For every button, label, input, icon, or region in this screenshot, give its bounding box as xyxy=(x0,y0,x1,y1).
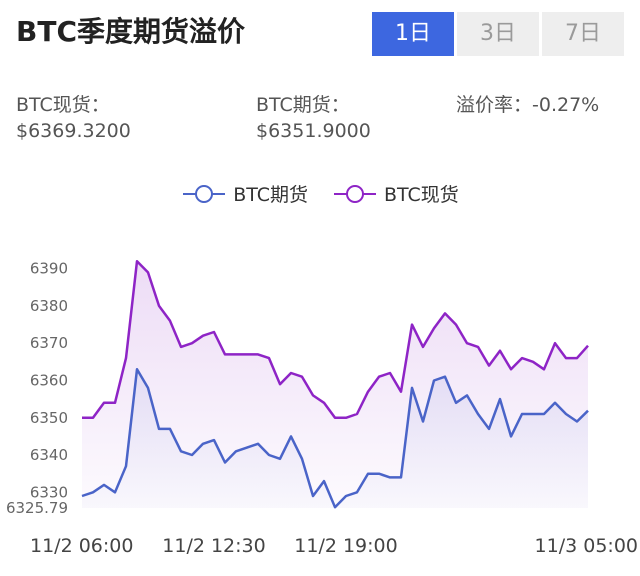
legend-item-futures[interactable]: BTC期货 xyxy=(181,180,308,207)
y-tick-label: 6380 xyxy=(30,297,68,315)
premium-rate-value: -0.27% xyxy=(532,94,600,116)
legend-futures-marker-icon xyxy=(183,184,226,203)
tab-3-day[interactable]: 3日 xyxy=(457,12,539,56)
x-tick-label: 11/2 06:00 xyxy=(30,535,133,557)
premium-rate-stat: 溢价率：-0.27% xyxy=(456,92,599,118)
x-tick-label: 11/3 05:00 xyxy=(535,535,638,557)
tab-7-day[interactable]: 7日 xyxy=(542,12,624,56)
futures-price-label: BTC期货： xyxy=(256,94,350,116)
series-area-0 xyxy=(82,369,588,508)
legend-spot-label: BTC现货 xyxy=(384,184,459,206)
y-tick-label: 6350 xyxy=(30,409,68,427)
y-tick-label: 6330 xyxy=(30,483,68,501)
spot-series-line xyxy=(82,259,589,420)
y-tick-label: 6360 xyxy=(30,371,68,389)
futures-price-stat: BTC期货： $6351.9000 xyxy=(256,92,371,144)
spot-price-label: BTC现货： xyxy=(16,94,110,116)
futures-price-value: $6351.9000 xyxy=(256,120,371,142)
futures-series-line xyxy=(81,368,589,509)
spot-price-value: $6369.3200 xyxy=(16,120,131,142)
page-title: BTC季度期货溢价 xyxy=(16,15,245,48)
x-tick-label: 11/2 12:30 xyxy=(162,535,265,557)
premium-rate-label: 溢价率： xyxy=(456,94,533,116)
legend-futures-label: BTC期货 xyxy=(233,184,308,206)
tab-1-day[interactable]: 1日 xyxy=(372,12,454,56)
legend-spot-marker-icon xyxy=(334,184,376,203)
range-tabs: 1日 3日 7日 xyxy=(372,12,624,56)
spot-price-stat: BTC现货： $6369.3200 xyxy=(16,92,131,144)
x-tick-label: 11/2 19:00 xyxy=(294,535,397,557)
legend-item-spot[interactable]: BTC现货 xyxy=(332,180,459,207)
y-tick-label: 6390 xyxy=(30,260,68,278)
chart-legend: BTC期货 BTC现货 xyxy=(0,180,640,207)
y-tick-label: 6340 xyxy=(30,446,68,464)
y-tick-label: 6370 xyxy=(30,334,68,352)
y-min-label: 6325.79 xyxy=(6,499,68,517)
